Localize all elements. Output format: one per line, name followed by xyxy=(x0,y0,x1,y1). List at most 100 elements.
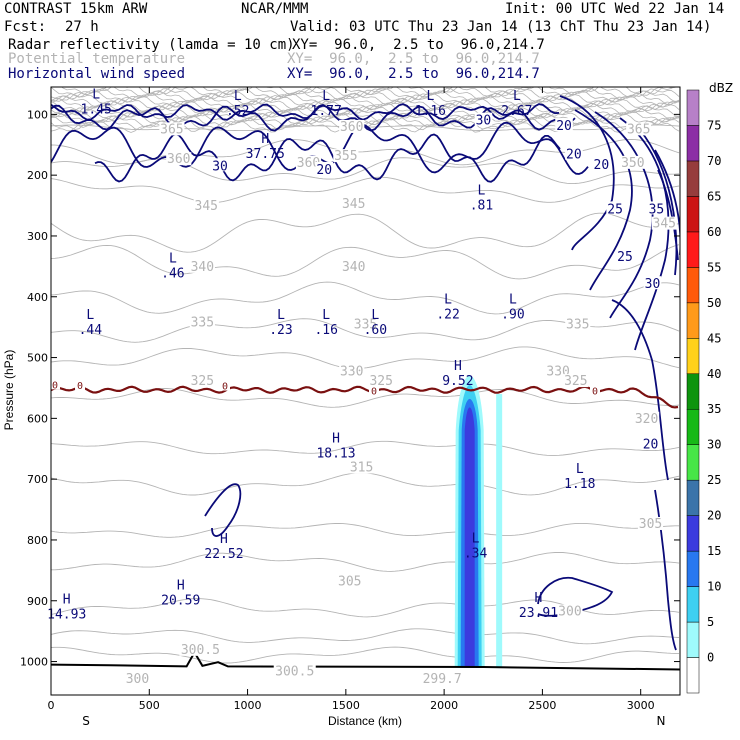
wind-extremum-value: .60 xyxy=(364,323,387,338)
wind-extremum-value: .90 xyxy=(501,307,524,322)
freezing-level-label: 0 xyxy=(52,380,58,391)
wind-extremum-value: 22.52 xyxy=(204,547,243,562)
colorbar-level-label: 10 xyxy=(707,580,721,594)
wind-low-marker: L xyxy=(371,308,379,323)
wind-extremum-value: .44 xyxy=(79,323,103,338)
x-tick-label: 3000 xyxy=(627,699,655,712)
x-tick-label: 1000 xyxy=(234,699,262,712)
wind-extremum-value: 1.77 xyxy=(311,104,342,119)
theta-label: 325 xyxy=(369,374,392,389)
wind-label-bg xyxy=(555,118,573,132)
wind-label-bg xyxy=(592,157,611,171)
colorbar-swatch xyxy=(686,586,700,623)
wind-low-marker: L xyxy=(478,183,486,198)
theta-isentrope xyxy=(51,646,679,664)
wind-extremum-value: 23.91 xyxy=(519,606,558,621)
wind-low-marker: L xyxy=(513,89,521,104)
wind-extremum-value: .23 xyxy=(269,323,292,338)
wind-high-marker: H xyxy=(177,579,185,594)
wind-isotach xyxy=(94,133,561,183)
field-theta-label: Potential temperature xyxy=(8,51,186,67)
theta-label: 365 xyxy=(160,122,183,137)
theta-label-bg xyxy=(352,317,379,331)
theta-label: 300 xyxy=(558,605,581,620)
theta-label: 360 xyxy=(297,156,320,171)
colorbar-swatch xyxy=(686,657,700,694)
theta-label-bg xyxy=(633,411,660,425)
model-title: CONTRAST 15km ARW xyxy=(4,1,148,17)
colorbar-level-label: 60 xyxy=(707,225,721,239)
colorbar-swatch xyxy=(686,515,700,552)
colorbar-swatch xyxy=(686,196,700,233)
wind-extremum-value: .52 xyxy=(226,104,249,119)
freezing-label-bg xyxy=(369,384,379,396)
y-tick-label: 100 xyxy=(27,108,48,121)
wind-isotach xyxy=(594,111,654,319)
wind-extremum-value: 20.59 xyxy=(161,594,200,609)
colorbar-level-label: 15 xyxy=(707,544,721,558)
y-tick-label: 300 xyxy=(27,230,48,243)
theta-label-bg xyxy=(620,155,646,169)
theta-isentrope xyxy=(51,281,680,315)
colorbar-swatch xyxy=(686,231,700,268)
y-tick-label: 600 xyxy=(27,412,48,425)
wind-label: 20 xyxy=(566,148,582,163)
theta-label-bg xyxy=(339,364,365,378)
theta-label-bg xyxy=(333,149,359,163)
theta-label: 360 xyxy=(167,152,190,167)
wind-label: 35 xyxy=(649,202,665,217)
organization: NCAR/MMM xyxy=(241,1,309,17)
theta-label-bg xyxy=(557,604,583,618)
theta-label-bg xyxy=(193,198,219,212)
wind-label: 25 xyxy=(617,250,633,265)
x-axis-label: Distance (km) xyxy=(328,714,402,728)
wind-label-bg xyxy=(565,146,583,160)
freezing-level-label: 0 xyxy=(371,386,377,397)
colorbar-swatch xyxy=(686,160,700,197)
theta-label: 315 xyxy=(350,460,373,475)
theta-label: 320 xyxy=(635,412,658,427)
theta-isentrope xyxy=(51,120,680,133)
theta-isentrope xyxy=(51,522,679,538)
theta-isentrope xyxy=(51,176,680,204)
wind-isotach xyxy=(574,109,633,291)
theta-label: 325 xyxy=(191,374,214,389)
theta-label: 300.5 xyxy=(275,665,314,680)
reflectivity-column xyxy=(454,375,503,668)
wind-isotach xyxy=(654,489,677,651)
wind-label-bg xyxy=(647,201,666,215)
x-tick-label: 500 xyxy=(139,699,160,712)
colorbar-swatch xyxy=(686,373,700,410)
freezing-label-bg xyxy=(590,384,600,396)
colorbar-swatch xyxy=(686,408,700,445)
theta-label: 340 xyxy=(191,260,214,275)
y-tick-label: 500 xyxy=(27,352,48,365)
x-tick-label: 1500 xyxy=(332,699,360,712)
wind-label: 30 xyxy=(212,159,228,174)
freezing-label-bg xyxy=(50,378,60,390)
theta-isentrope xyxy=(51,110,680,123)
freezing-level-label: 0 xyxy=(222,382,228,393)
forecast-hour: 27 h xyxy=(65,19,99,35)
colorbar-swatch xyxy=(686,479,700,516)
freezing-level-line xyxy=(51,385,679,409)
theta-label-bg xyxy=(637,516,664,530)
colorbar-level-label: 30 xyxy=(707,438,721,452)
theta-isentrope xyxy=(51,440,680,456)
theta-isentrope xyxy=(51,212,680,253)
freezing-label-bg xyxy=(75,378,85,390)
colorbar-swatch xyxy=(686,302,700,339)
theta-label: 360 xyxy=(340,120,363,135)
wind-extremum-value: 9.52 xyxy=(442,374,473,389)
freezing-label-bg xyxy=(220,379,230,391)
field-theta-xy: XY= 96.0, 2.5 to 96.0,214.7 xyxy=(287,51,540,67)
theta-label-bg xyxy=(189,315,215,329)
wind-label-bg xyxy=(474,112,493,126)
theta-isentrope xyxy=(51,346,680,370)
wind-extremum-value: .81 xyxy=(470,198,493,213)
theta-label-bg xyxy=(337,574,363,588)
y-tick-label: 700 xyxy=(27,473,48,486)
wind-label: 20 xyxy=(643,438,659,453)
colorbar-level-label: 25 xyxy=(707,473,721,487)
